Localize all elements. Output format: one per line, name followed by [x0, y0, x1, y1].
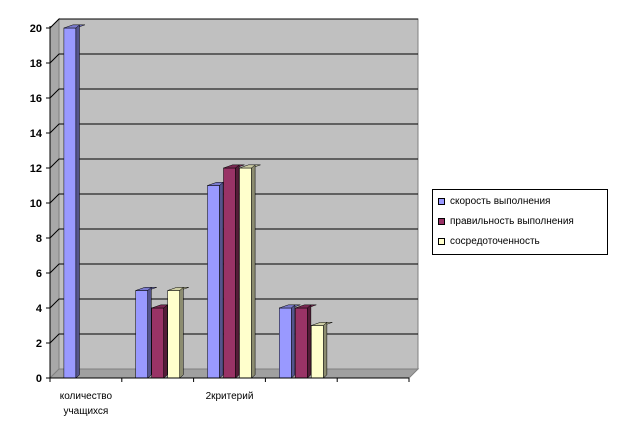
- gridline: [49, 193, 418, 204]
- x-category-label: учащихся: [63, 406, 108, 417]
- gridline: [49, 228, 418, 239]
- bar-side: [75, 24, 80, 379]
- bar: [223, 164, 245, 379]
- bars: [63, 24, 333, 379]
- bar-front: [63, 27, 77, 379]
- bar-front: [167, 290, 180, 379]
- gridline: [49, 53, 418, 64]
- legend: скорость выполнения правильность выполне…: [432, 189, 608, 255]
- bar-side: [307, 304, 312, 379]
- bar-side: [219, 181, 224, 379]
- bar: [207, 181, 229, 379]
- bar-side: [323, 321, 328, 379]
- bar: [279, 304, 301, 379]
- y-tick-label: 8: [36, 233, 42, 245]
- bar-front: [239, 167, 252, 379]
- legend-item-series-3: сосредоточенность: [438, 236, 540, 247]
- gridline: [49, 158, 418, 169]
- bar-front: [279, 307, 292, 379]
- x-category-labels: количество учащихся 2критерий: [60, 391, 254, 417]
- bar-front: [295, 307, 308, 379]
- bar-side: [163, 304, 168, 379]
- axes: [46, 26, 410, 382]
- y-tick-labels: 0 2 4 6 8 10 12 14 16 18 20: [30, 23, 43, 385]
- y-tick-label: 2: [36, 338, 42, 350]
- x-category-label: 2критерий: [206, 391, 254, 402]
- legend-swatch-series-3: [438, 238, 445, 245]
- bar-front: [207, 185, 220, 379]
- bar-side: [179, 286, 184, 379]
- bar-front: [311, 325, 324, 379]
- bar-side: [147, 286, 152, 379]
- bar-front: [223, 167, 236, 379]
- legend-label-series-2: правильность выполнения: [450, 216, 574, 227]
- gridline: [49, 88, 418, 99]
- legend-item-series-2: правильность выполнения: [438, 216, 574, 227]
- legend-label-series-1: скорость выполнения: [450, 196, 551, 207]
- gridlines: [49, 18, 418, 344]
- bar-front: [151, 307, 164, 379]
- gridline: [49, 123, 418, 134]
- bar-front: [135, 290, 148, 379]
- bar: [63, 24, 85, 379]
- legend-swatch-series-1: [438, 198, 445, 205]
- gridline: [49, 18, 418, 29]
- y-tick-label: 12: [30, 163, 42, 175]
- y-tick-label: 18: [30, 58, 42, 70]
- bar-side: [291, 304, 296, 379]
- bar: [311, 321, 333, 379]
- legend-swatch-series-2: [438, 218, 445, 225]
- gridline: [49, 263, 418, 274]
- legend-item-series-1: скорость выполнения: [438, 196, 550, 207]
- bar: [239, 164, 261, 379]
- bar-side: [235, 164, 240, 379]
- bar: [167, 286, 189, 379]
- y-tick-label: 4: [36, 303, 43, 315]
- bar: [295, 304, 317, 379]
- y-tick-label: 6: [36, 268, 42, 280]
- gridline: [49, 298, 418, 309]
- x-category-label: количество: [60, 391, 113, 402]
- y-tick-label: 20: [30, 23, 42, 35]
- y-tick-label: 10: [30, 198, 42, 210]
- y-tick-label: 0: [36, 373, 42, 385]
- y-tick-label: 14: [30, 128, 43, 140]
- bar-side: [251, 164, 256, 379]
- legend-label-series-3: сосредоточенность: [450, 236, 540, 247]
- y-tick-label: 16: [30, 93, 42, 105]
